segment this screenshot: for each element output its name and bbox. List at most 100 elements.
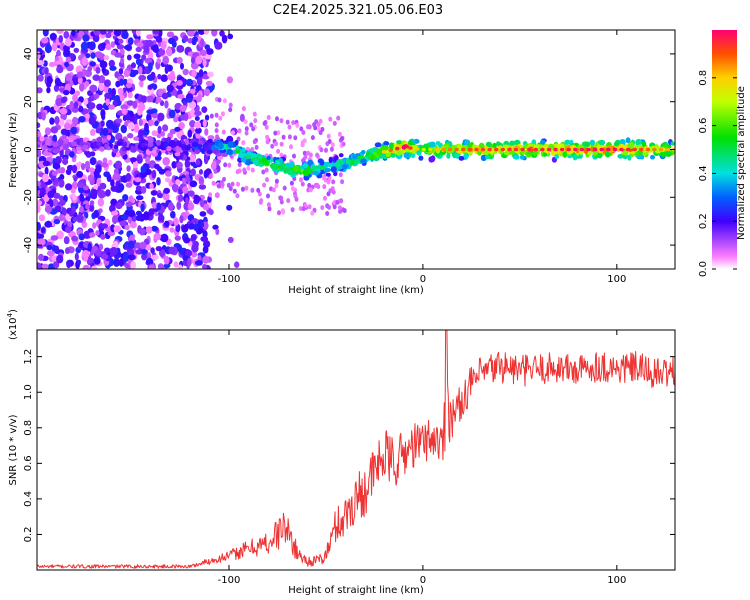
ridge-cell [96, 136, 103, 143]
noise-speckle [212, 160, 217, 166]
noise-speckle [244, 185, 249, 191]
x-tick-label: 100 [607, 274, 626, 285]
noise-speckle [103, 79, 111, 87]
noise-speckle [187, 202, 195, 211]
ridge-cell [234, 149, 241, 154]
noise-speckle [136, 42, 144, 48]
ridge-cell [272, 163, 278, 171]
ridge-cell [446, 153, 451, 159]
noise-speckle [122, 194, 129, 202]
ridge-cell [104, 143, 109, 149]
noise-speckle [49, 117, 55, 125]
noise-speckle [252, 111, 257, 117]
noise-speckle [276, 130, 281, 136]
noise-speckle [270, 143, 275, 149]
noise-speckle [180, 62, 184, 70]
noise-speckle [127, 240, 135, 249]
noise-speckle [108, 87, 112, 94]
ridge-peak-point [625, 147, 631, 152]
noise-speckle [213, 168, 218, 174]
noise-speckle [127, 122, 135, 130]
noise-speckle [259, 198, 264, 204]
ridge-peak-point [454, 147, 459, 152]
ridge-cell [496, 141, 501, 147]
noise-speckle [129, 234, 135, 242]
ridge-cell [418, 155, 424, 161]
ridge-peak-point [579, 147, 585, 152]
noise-speckle [69, 100, 74, 107]
ridge-cell [245, 154, 251, 159]
noise-speckle [83, 253, 89, 263]
noise-speckle [189, 120, 196, 128]
noise-speckle [151, 225, 159, 232]
noise-speckle [179, 215, 184, 224]
snr-x-axis-label: Height of straight line (km) [288, 585, 424, 596]
noise-speckle [131, 62, 136, 69]
noise-speckle [240, 186, 245, 192]
noise-speckle [51, 170, 58, 176]
noise-speckle [273, 130, 278, 136]
noise-speckle [194, 121, 202, 129]
ridge-cell [319, 159, 325, 166]
ridge-cell [219, 149, 224, 154]
snr-series-line [37, 330, 675, 569]
noise-speckle [265, 177, 269, 183]
noise-speckle [222, 98, 227, 104]
noise-speckle [151, 130, 159, 137]
ridge-cell [670, 141, 675, 146]
noise-speckle [64, 61, 70, 68]
noise-speckle [207, 195, 212, 203]
noise-speckle [164, 220, 170, 227]
noise-speckle [90, 194, 97, 200]
noise-speckle [75, 90, 80, 96]
noise-speckle [121, 108, 127, 115]
noise-speckle [120, 57, 125, 64]
noise-speckle [168, 109, 176, 119]
ridge-cell [345, 157, 351, 165]
noise-speckle [55, 97, 63, 107]
ridge-cell [69, 135, 76, 141]
ridge-peak-point [632, 147, 637, 152]
noise-speckle [162, 56, 170, 65]
noise-speckle [205, 48, 214, 55]
noise-speckle [175, 179, 181, 186]
noise-speckle [177, 244, 183, 253]
noise-speckle [197, 94, 202, 103]
ridge-cell [82, 137, 90, 142]
noise-speckle [107, 159, 113, 166]
noise-speckle [158, 168, 165, 175]
ridge-cell [540, 139, 546, 145]
ridge-cell [464, 152, 469, 159]
colorbar: 0.0 0.2 0.4 0.6 0.8 Normalized spectral ampl… [698, 30, 747, 277]
noise-speckle [188, 100, 197, 109]
noise-speckle [134, 177, 142, 183]
noise-speckle [91, 245, 99, 252]
spectrogram-ticks: -100 0 100 -40 -20 0 20 40 [23, 30, 675, 285]
noise-speckle [65, 247, 70, 255]
noise-speckle [37, 60, 45, 66]
ridge-cell [319, 164, 326, 171]
ridge-peak-point [606, 147, 611, 152]
noise-speckle [105, 189, 111, 197]
ridge-cell [572, 154, 578, 161]
noise-speckle [249, 122, 254, 128]
noise-speckle [198, 184, 207, 190]
noise-speckle [211, 30, 218, 37]
noise-speckle [59, 199, 66, 206]
noise-speckle [303, 154, 308, 160]
noise-speckle [300, 181, 305, 187]
y-tick-label: 40 [23, 48, 34, 61]
noise-speckle [92, 222, 97, 229]
noise-speckle [204, 128, 209, 136]
noise-speckle [336, 115, 341, 121]
noise-speckle [70, 187, 76, 194]
noise-speckle [342, 208, 347, 214]
ridge-peak-point [645, 147, 651, 152]
ridge-cell [587, 150, 592, 156]
ridge-cell [293, 165, 300, 172]
noise-speckle [199, 199, 205, 208]
noise-speckle [301, 206, 306, 212]
noise-speckle [77, 182, 85, 188]
ridge-cell [390, 153, 396, 158]
noise-speckle [123, 44, 132, 51]
